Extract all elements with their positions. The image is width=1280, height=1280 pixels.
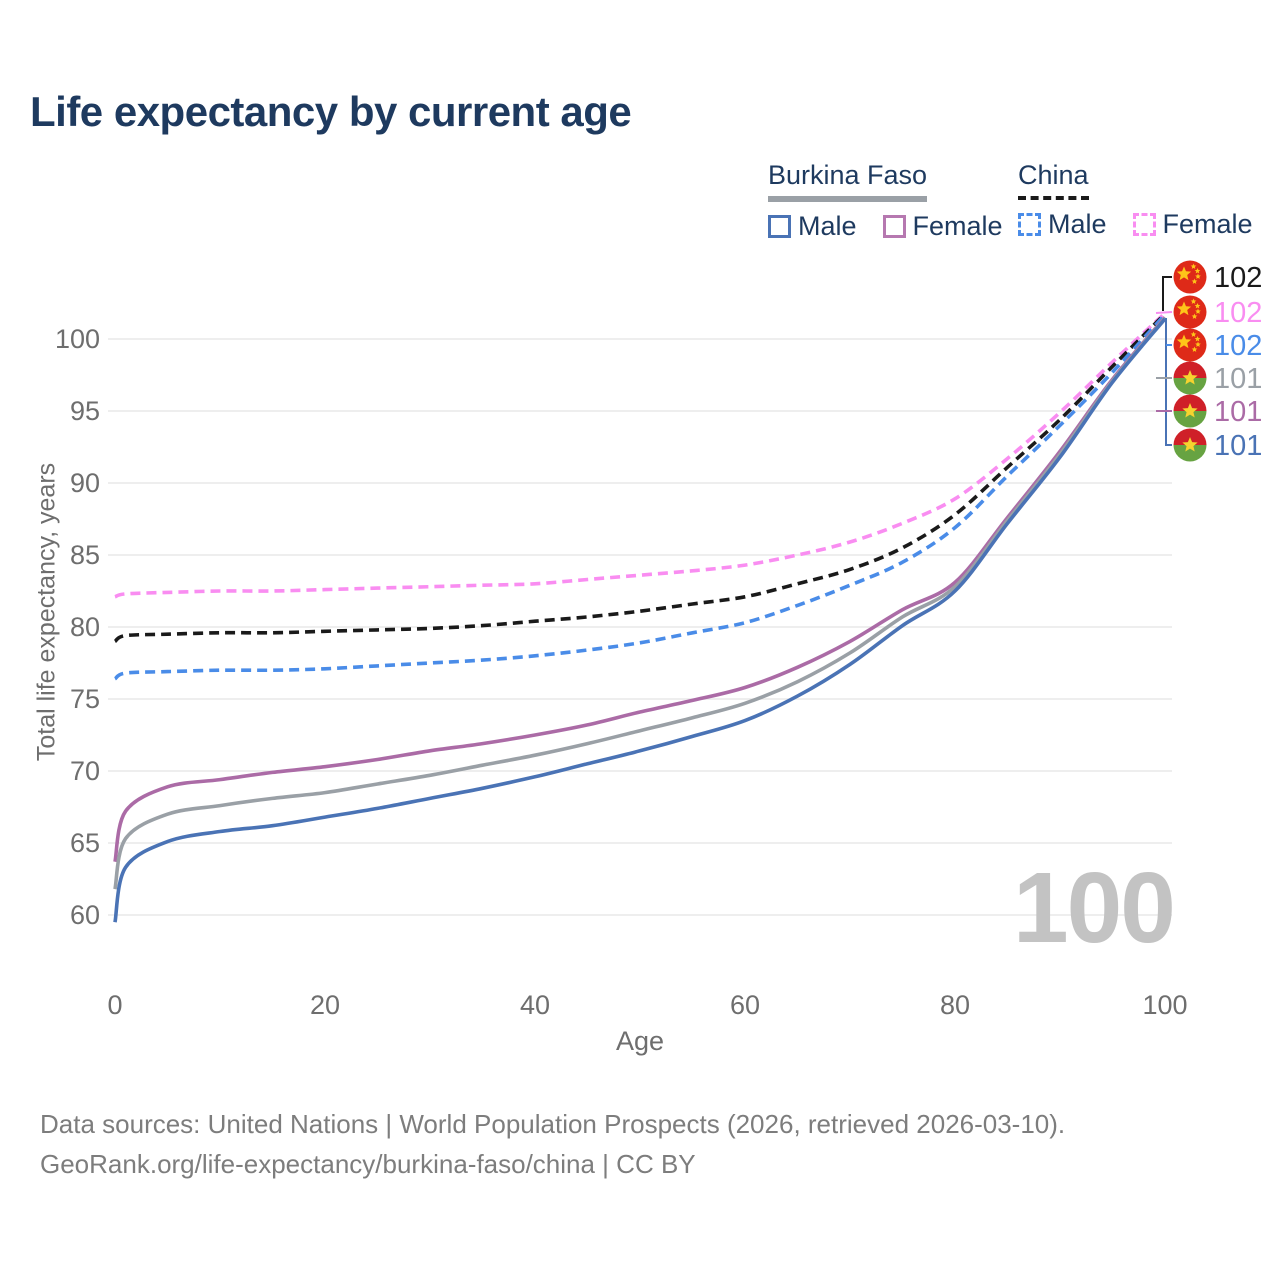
page-title: Life expectancy by current age: [30, 88, 632, 135]
china-flag-icon: [1173, 260, 1207, 294]
legend-swatch: [882, 215, 906, 238]
legend-swatch: [768, 215, 791, 238]
footer-data-sources: Data sources: United Nations | World Pop…: [40, 1109, 1066, 1139]
china-flag-icon: [1173, 295, 1207, 329]
legend-swatch: [1018, 213, 1041, 236]
end-label-value: 101: [1214, 396, 1262, 428]
end-label-value: 101: [1214, 430, 1262, 462]
x-tick-label: 20: [310, 990, 340, 1020]
x-tick-label: 60: [730, 990, 760, 1020]
legend-country-china[interactable]: China: [1018, 160, 1089, 200]
legend-country-burkina-faso[interactable]: Burkina Faso: [768, 160, 928, 202]
footer: Data sources: United Nations | World Pop…: [40, 1104, 1065, 1184]
y-tick-label: 60: [70, 900, 100, 930]
legend-item-label: Female: [1162, 209, 1253, 239]
y-tick-label: 65: [70, 828, 100, 858]
y-tick-label: 80: [70, 612, 100, 642]
y-tick-label: 90: [70, 468, 100, 498]
footer-attribution: GeoRank.org/life-expectancy/burkina-faso…: [40, 1149, 696, 1179]
end-label-value: 102: [1214, 297, 1262, 329]
legend-item-china-female[interactable]: Female: [1132, 209, 1253, 240]
x-axis-title: Age: [615, 1026, 665, 1056]
legend-group-burkina-faso: Burkina Faso Male Female: [768, 160, 1003, 242]
label-connector: [1155, 311, 1173, 314]
y-axis-title: Total life expectancy, years: [32, 462, 61, 762]
series-china: [113, 312, 1167, 643]
legend-item-burkina-faso-male[interactable]: Male: [768, 211, 857, 242]
y-tick-label: 70: [70, 756, 100, 786]
x-tick-label: 80: [940, 990, 970, 1020]
legend-item-burkina-faso-female[interactable]: Female: [882, 211, 1003, 242]
watermark-age: 100: [1013, 852, 1176, 964]
series-china-female: [114, 311, 1167, 599]
x-tick-label: 0: [107, 990, 122, 1020]
legend-swatch: [1132, 213, 1156, 236]
legend-item-label: Female: [912, 211, 1003, 241]
legend-group-china: China Male Female: [1018, 160, 1253, 240]
burkina-faso-flag-icon: [1173, 394, 1207, 428]
y-tick-label: 95: [70, 396, 100, 426]
y-tick-label: 100: [55, 324, 100, 354]
legend-item-label: Male: [1048, 209, 1107, 239]
series-burkina-faso-male: [113, 317, 1167, 923]
y-tick-label: 85: [70, 540, 100, 570]
end-label-value: 102: [1214, 330, 1262, 362]
legend-item-label: Male: [798, 211, 857, 241]
series-burkina-faso-female: [113, 316, 1167, 863]
end-label-value: 102: [1214, 262, 1262, 294]
x-tick-label: 100: [1142, 990, 1187, 1020]
china-flag-icon: [1173, 328, 1207, 362]
burkina-faso-flag-icon: [1173, 361, 1207, 395]
legend-item-china-male[interactable]: Male: [1018, 209, 1107, 240]
series-burkina-faso: [113, 316, 1167, 890]
y-tick-label: 75: [70, 684, 100, 714]
label-connector: [1165, 318, 1172, 446]
series-china-male: [113, 313, 1167, 681]
x-tick-label: 40: [520, 990, 550, 1020]
end-label-value: 101: [1214, 363, 1262, 395]
label-connector: [1162, 276, 1172, 311]
burkina-faso-flag-icon: [1173, 428, 1207, 462]
